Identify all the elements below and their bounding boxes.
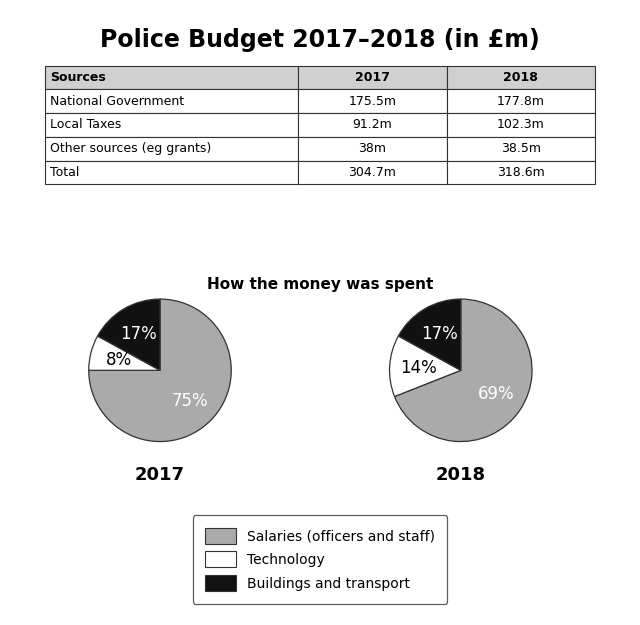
Text: 8%: 8% [106,351,132,369]
Text: 2017: 2017 [135,466,185,484]
Text: How the money was spent: How the money was spent [207,277,433,292]
Legend: Salaries (officers and staff), Technology, Buildings and transport: Salaries (officers and staff), Technolog… [193,515,447,604]
Text: 2017: 2017 [355,71,390,84]
Wedge shape [398,299,461,370]
Text: 102.3m: 102.3m [497,119,545,131]
Text: 318.6m: 318.6m [497,166,545,179]
Text: 175.5m: 175.5m [348,95,396,108]
Text: Total: Total [50,166,79,179]
Text: Other sources (eg grants): Other sources (eg grants) [50,142,211,155]
Text: Local Taxes: Local Taxes [50,119,121,131]
Text: 69%: 69% [478,386,515,403]
Text: Sources: Sources [50,71,106,84]
Text: 304.7m: 304.7m [348,166,396,179]
Wedge shape [97,299,160,370]
Text: 14%: 14% [400,359,436,377]
Text: Police Budget 2017–2018 (in £m): Police Budget 2017–2018 (in £m) [100,28,540,52]
Text: 38m: 38m [358,142,387,155]
Wedge shape [390,336,461,396]
Text: 2018: 2018 [504,71,538,84]
Wedge shape [394,299,532,441]
Text: 2018: 2018 [436,466,486,484]
Wedge shape [89,336,160,370]
Text: 177.8m: 177.8m [497,95,545,108]
Text: 38.5m: 38.5m [501,142,541,155]
Text: 17%: 17% [420,324,458,342]
Text: 17%: 17% [120,324,157,342]
Wedge shape [89,299,231,441]
Text: 75%: 75% [172,391,209,409]
Text: National Government: National Government [50,95,184,108]
Text: 91.2m: 91.2m [353,119,392,131]
